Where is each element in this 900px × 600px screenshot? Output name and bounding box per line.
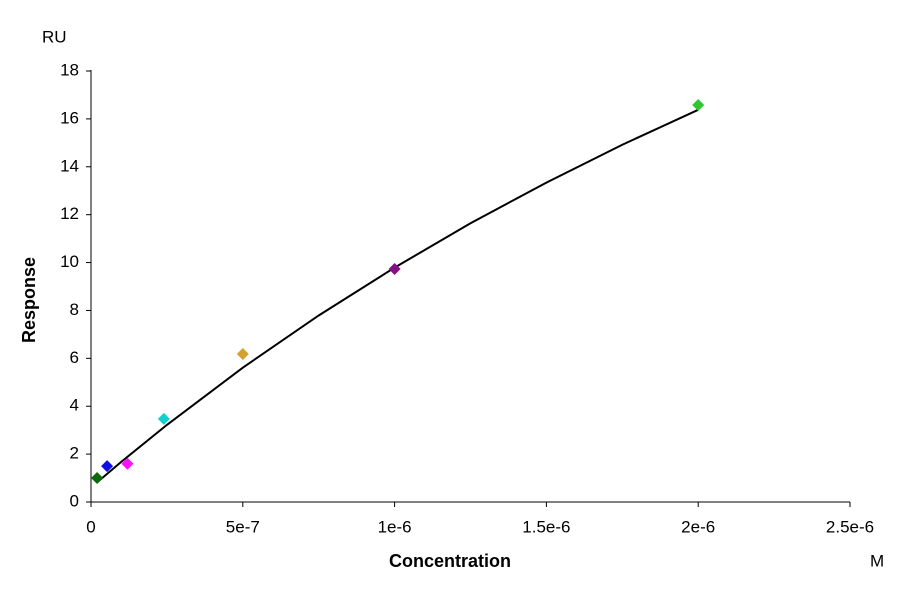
x-tick-label: 2.5e-6 [826, 517, 874, 536]
data-point [388, 263, 401, 276]
data-point [121, 457, 134, 470]
x-tick-label: 1.5e-6 [522, 517, 570, 536]
y-tick-label: 8 [70, 300, 79, 319]
y-tick-label: 6 [70, 348, 79, 367]
y-unit: RU [42, 27, 67, 46]
data-point [91, 472, 104, 485]
x-unit: M [870, 551, 884, 570]
x-axis-title: Concentration [389, 551, 511, 571]
data-point [692, 99, 705, 112]
y-tick-label: 10 [60, 252, 79, 271]
x-tick-label: 0 [86, 517, 95, 536]
data-point [157, 412, 170, 425]
y-tick-label: 4 [70, 396, 79, 415]
data-point [101, 460, 114, 473]
data-point [236, 348, 249, 361]
y-axis-title: Response [19, 257, 39, 343]
y-tick-label: 0 [70, 491, 79, 510]
x-tick-label: 2e-6 [681, 517, 715, 536]
y-tick-label: 16 [60, 108, 79, 127]
y-tick-label: 14 [60, 156, 79, 175]
fit-curve [96, 108, 699, 484]
x-tick-label: 5e-7 [226, 517, 260, 536]
y-tick-label: 12 [60, 204, 79, 223]
y-tick-label: 2 [70, 444, 79, 463]
x-tick-label: 1e-6 [378, 517, 412, 536]
y-tick-label: 18 [60, 60, 79, 79]
